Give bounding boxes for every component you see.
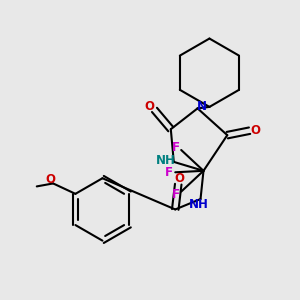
Text: NH: NH [155,154,176,167]
Text: O: O [250,124,260,136]
Text: NH: NH [189,198,209,211]
Text: F: F [172,140,180,154]
Text: F: F [165,166,173,179]
Text: O: O [144,100,154,113]
Text: N: N [197,100,207,113]
Text: O: O [45,173,55,186]
Text: O: O [175,172,185,185]
Text: F: F [172,188,180,201]
